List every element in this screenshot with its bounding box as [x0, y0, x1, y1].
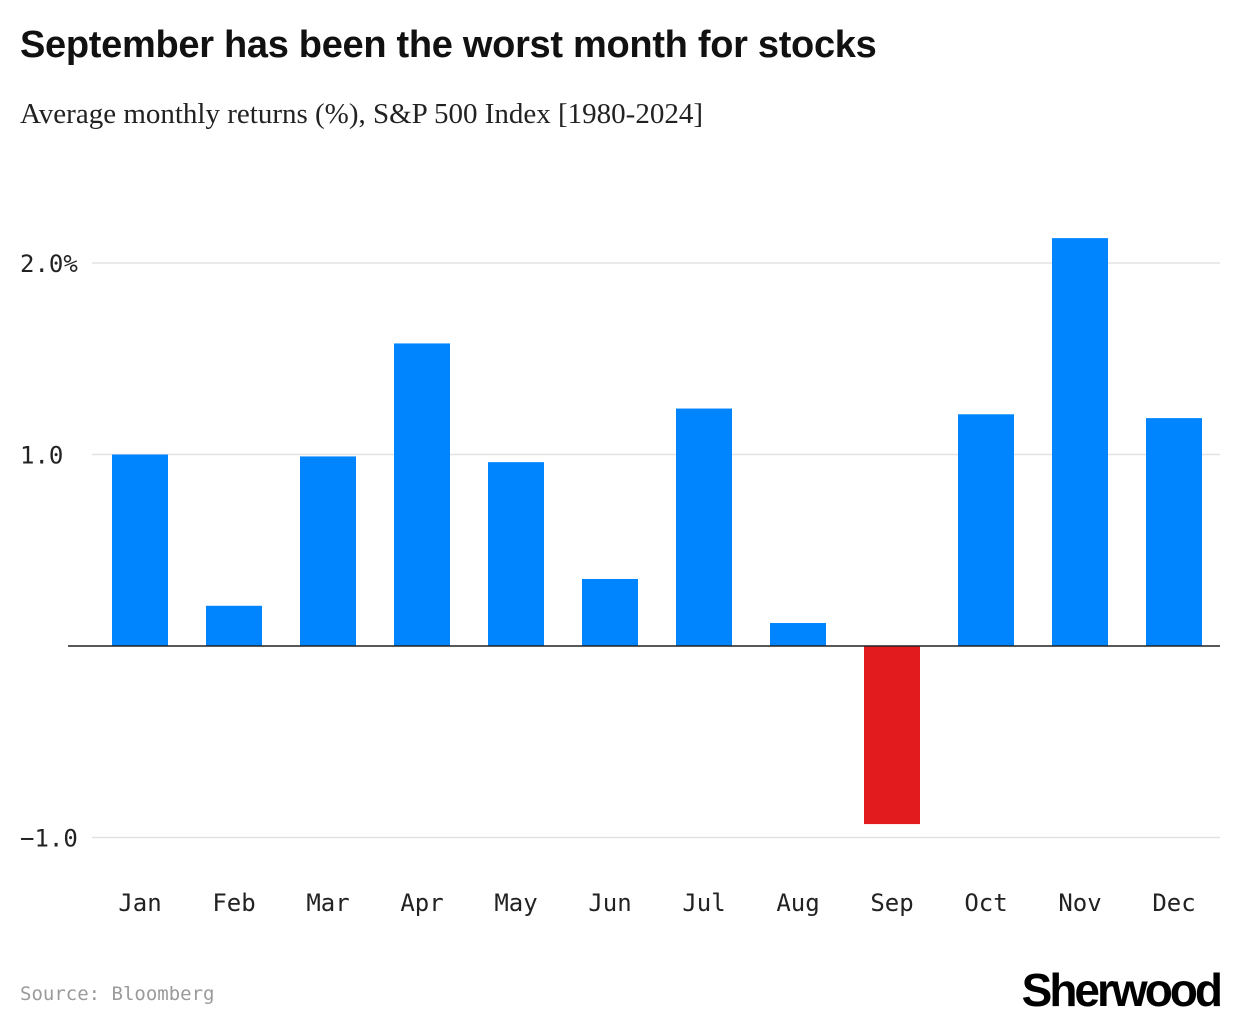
x-tick-label: Jan	[118, 889, 161, 917]
x-tick-label: Feb	[212, 889, 255, 917]
x-tick-label: Jul	[682, 889, 725, 917]
y-tick-label: −1.0	[20, 825, 78, 853]
bar-aug	[770, 623, 826, 646]
chart-title: September has been the worst month for s…	[20, 24, 877, 66]
bar-nov	[1052, 238, 1108, 647]
sherwood-logo: Sherwood	[1021, 964, 1223, 1016]
bar-apr	[394, 343, 450, 646]
x-tick-label: Jun	[588, 889, 631, 917]
bar-feb	[206, 605, 262, 646]
x-tick-label: Nov	[1058, 889, 1101, 917]
y-tick-label: 1.0	[20, 442, 63, 470]
bar-may	[488, 462, 544, 646]
x-tick-label: Aug	[776, 889, 819, 917]
x-tick-label: Dec	[1152, 889, 1195, 917]
x-tick-label: May	[494, 889, 537, 917]
source-note: Source: Bloomberg	[20, 983, 215, 1005]
bar-jul	[676, 408, 732, 646]
bar-mar	[300, 456, 356, 646]
bar-jan	[112, 454, 168, 646]
y-tick-label: 2.0%	[20, 250, 78, 278]
bar-sep	[864, 646, 920, 825]
bar-dec	[1146, 418, 1202, 646]
x-tick-label: Mar	[306, 889, 349, 917]
chart-subtitle: Average monthly returns (%), S&P 500 Ind…	[20, 98, 703, 130]
x-tick-label: Oct	[964, 889, 1007, 917]
bar-chart: 2.0% 1.0 −1.0 Jan Feb Mar Apr May Jun Jul Aug Sep Oc…	[20, 238, 1220, 917]
x-tick-label: Sep	[870, 889, 913, 917]
bar-jun	[582, 578, 638, 646]
bar-oct	[958, 414, 1014, 646]
x-tick-label: Apr	[400, 889, 443, 917]
